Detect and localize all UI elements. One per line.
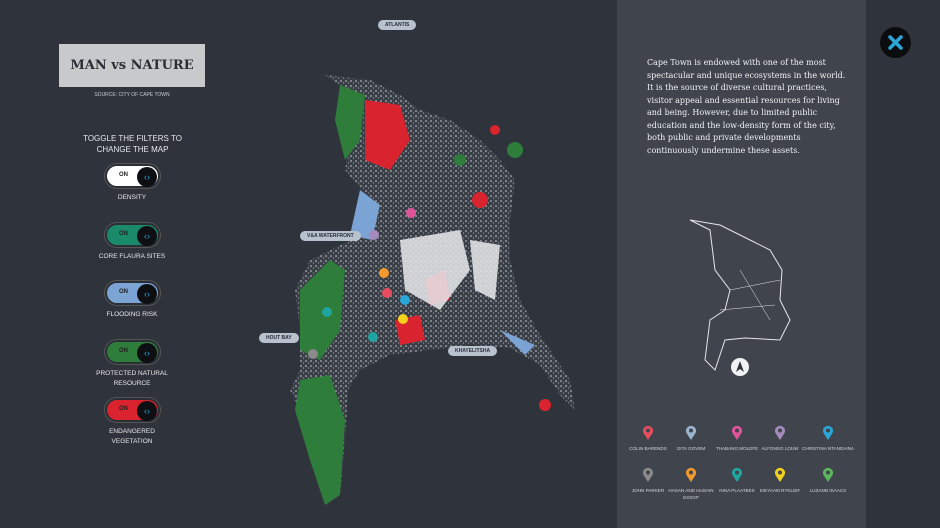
flood-areas [350, 190, 535, 355]
dense-areas [400, 230, 500, 310]
toggle-knob: ‹› [137, 401, 157, 421]
person-name: COLIN BARENDS [629, 446, 667, 451]
person-name: GITA GOVEM [676, 446, 706, 451]
filter-label: PROTECTED NATURAL RESOURCE [96, 370, 168, 387]
person-pin[interactable] [731, 467, 743, 482]
toggle-state: ON [119, 406, 128, 412]
person-pin[interactable] [685, 425, 697, 440]
filter-toggle[interactable]: ON ‹› [105, 398, 160, 422]
map-pins [308, 208, 416, 359]
filter-label: DENSITY [117, 194, 147, 201]
toggle-knob: ‹› [137, 284, 157, 304]
person-pin[interactable] [822, 425, 834, 440]
person-name: THABANG MOLEFE [715, 446, 759, 451]
filter-toggle[interactable]: ON ‹› [105, 223, 160, 247]
person-name: LUZANN ISAACS [809, 488, 847, 493]
person-pin[interactable] [731, 425, 743, 440]
person-name: JOHN PARKER [631, 488, 665, 493]
place-label: HOUT BAY [259, 333, 299, 343]
person-pin[interactable] [642, 425, 654, 440]
person-name: KIEYAAM RYKLIEF [759, 488, 801, 493]
filter-label: ENDANGERED VEGETATION [109, 428, 155, 445]
place-label: V&A WATERFRONT [300, 231, 361, 241]
person-name: ALFONSO LOUW [761, 446, 799, 451]
toggle-knob: ‹› [137, 167, 157, 187]
toggle-knob: ‹› [137, 343, 157, 363]
filter-label: FLOODING RISK [106, 311, 158, 318]
toggle-state: ON [119, 348, 128, 354]
place-label: ATLANTIS [378, 20, 417, 30]
toggle-state: ON [119, 231, 128, 237]
person-pin[interactable] [774, 467, 786, 482]
filter-toggle[interactable]: ON ‹› [105, 281, 160, 305]
person-name: HASAN AND HUSAIN ESSOP [668, 488, 714, 500]
title: MAN vs NATURE [59, 44, 205, 87]
close-icon [888, 35, 903, 50]
toggle-knob: ‹› [137, 226, 157, 246]
person-name: CHRISTINA NTANDAINA [802, 446, 854, 451]
description: Cape Town is endowed with one of the mos… [647, 58, 846, 155]
person-name: NINA PLAATBES [719, 488, 755, 493]
close-button[interactable] [880, 27, 911, 58]
person-pin[interactable] [642, 467, 654, 482]
filters-heading: TOGGLE THE FILTERS TO CHANGE THE MAP [83, 134, 182, 154]
person-pin[interactable] [774, 425, 786, 440]
filter-toggle[interactable]: ON ‹› [105, 164, 160, 188]
source: SOURCE: CITY OF CAPE TOWN [94, 92, 170, 98]
place-label: KHAYELITSHA [448, 346, 498, 356]
filter-toggle[interactable]: ON ‹› [105, 340, 160, 364]
person-pin[interactable] [822, 467, 834, 482]
inset-map [689, 219, 791, 376]
person-pin[interactable] [685, 467, 697, 482]
toggle-state: ON [119, 172, 128, 178]
side-panel [617, 0, 866, 528]
filter-label: CORE FLAURA SITES [98, 253, 166, 260]
toggle-state: ON [119, 289, 128, 295]
